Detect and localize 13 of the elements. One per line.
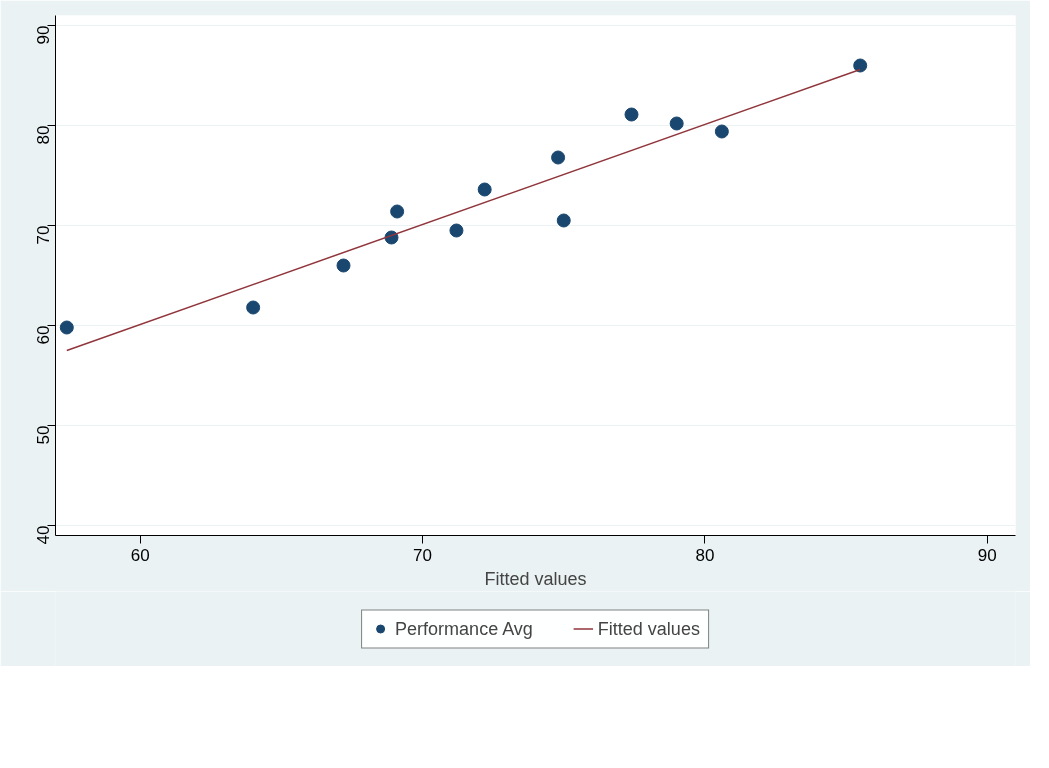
x-axis-title: Fitted values xyxy=(484,568,587,589)
legend-label: Performance Avg xyxy=(395,618,533,639)
x-tick-label: 70 xyxy=(413,545,433,565)
y-tick-label: 40 xyxy=(33,525,53,545)
y-tick-label: 50 xyxy=(33,425,53,445)
x-tick-label: 60 xyxy=(130,545,150,565)
x-tick-label: 90 xyxy=(977,545,997,565)
y-tick-label: 70 xyxy=(33,225,53,245)
y-tick-label: 80 xyxy=(33,125,53,145)
y-tick-label: 60 xyxy=(33,325,53,345)
legend-label: Fitted values xyxy=(597,618,700,639)
x-tick-label: 80 xyxy=(695,545,715,565)
y-tick-label: 90 xyxy=(33,25,53,45)
